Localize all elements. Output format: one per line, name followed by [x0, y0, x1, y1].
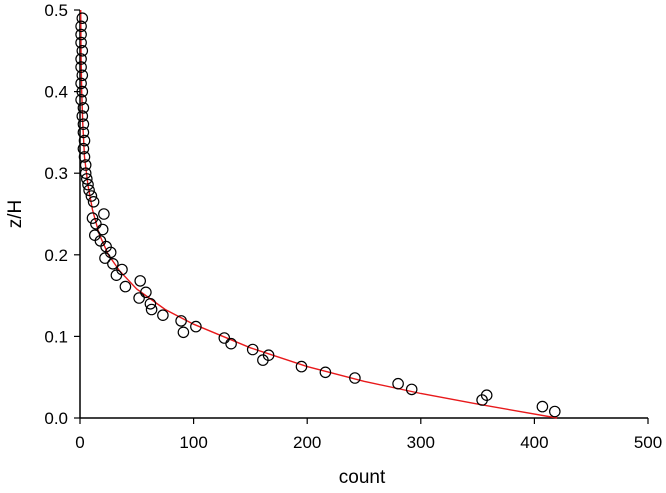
data-point — [175, 315, 187, 327]
x-tick-label: 200 — [293, 433, 321, 452]
axis-labels: 0 100 200 300 400 500 0.0 0.1 0.2 0.3 0.4 0.5 count z… — [5, 1, 662, 488]
data-point — [295, 360, 308, 373]
data-point — [77, 102, 90, 114]
data-point — [246, 343, 259, 356]
data-point — [76, 110, 89, 122]
data-point — [133, 292, 145, 304]
x-tick-label: 0 — [75, 433, 84, 452]
data-point — [81, 173, 93, 185]
data-point — [75, 77, 87, 90]
y-tick-label: 0.4 — [44, 83, 68, 102]
data-point — [76, 85, 89, 98]
data-point — [218, 332, 231, 344]
data-point — [75, 36, 87, 49]
data-point — [157, 309, 169, 321]
data-point — [536, 400, 549, 413]
data-point — [76, 12, 89, 25]
data-point — [177, 326, 190, 339]
data-point — [548, 405, 561, 418]
y-tick-label: 0.0 — [44, 409, 68, 428]
data-point — [87, 196, 100, 208]
data-point — [77, 142, 90, 155]
fit-curve — [80, 9, 558, 419]
x-tick-label: 100 — [179, 433, 207, 452]
data-point — [119, 280, 132, 293]
data-point — [77, 118, 90, 130]
data-point — [319, 366, 332, 379]
data-point — [75, 20, 87, 33]
data-point — [82, 178, 94, 191]
data-point — [75, 53, 87, 65]
data-point — [77, 126, 90, 139]
data-point — [75, 28, 87, 41]
data-point — [476, 394, 488, 406]
data-point — [144, 297, 157, 310]
data-point — [76, 69, 89, 82]
y-tick-label: 0.2 — [44, 246, 68, 265]
y-tick-label: 0.1 — [44, 327, 68, 346]
data-point — [78, 151, 91, 163]
data-point — [225, 337, 237, 350]
data-point — [98, 208, 110, 220]
data-point — [75, 61, 87, 73]
x-axis-title: count — [339, 467, 386, 488]
data-point — [405, 383, 418, 396]
data-point — [86, 212, 99, 224]
data-point — [145, 303, 158, 316]
data-point — [257, 354, 269, 366]
axes — [74, 9, 649, 424]
data-point — [190, 320, 202, 333]
y-tick-label: 0.3 — [44, 164, 68, 183]
data-point — [79, 159, 92, 171]
data-point — [76, 44, 89, 57]
data-points — [75, 12, 561, 418]
data-point — [140, 286, 152, 299]
data-point — [79, 167, 92, 179]
x-tick-label: 300 — [407, 433, 435, 452]
data-point — [134, 275, 146, 287]
x-tick-label: 400 — [520, 433, 548, 452]
data-point — [110, 269, 123, 281]
data-point — [392, 377, 404, 390]
data-point — [78, 134, 91, 147]
fit-line — [80, 9, 558, 419]
data-point — [349, 372, 361, 384]
y-tick-label: 0.5 — [44, 1, 68, 20]
data-point — [85, 190, 98, 202]
data-point — [107, 257, 119, 270]
data-point — [83, 184, 95, 197]
data-point — [96, 223, 109, 236]
x-tick-label: 500 — [634, 433, 662, 452]
data-point — [99, 252, 111, 264]
data-point — [75, 94, 87, 106]
y-axis-title: z/H — [5, 200, 26, 229]
data-point — [89, 229, 101, 241]
data-point — [90, 218, 102, 230]
